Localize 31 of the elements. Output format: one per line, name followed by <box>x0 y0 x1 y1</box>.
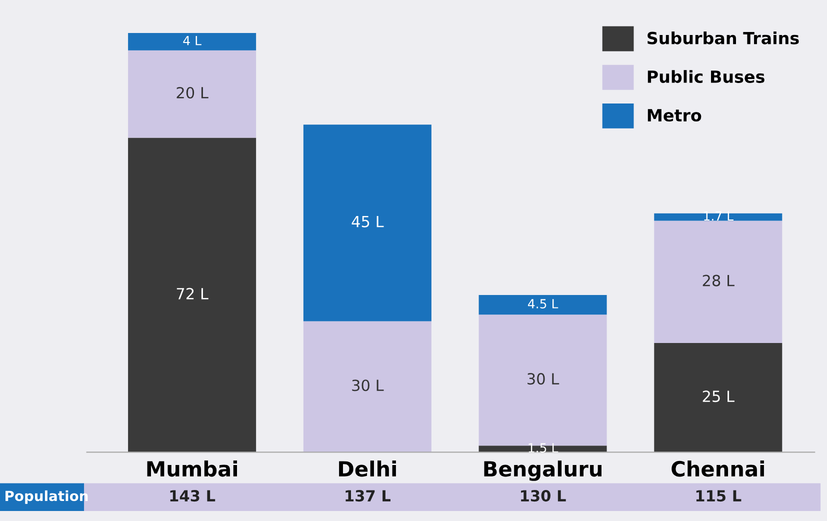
bar <box>303 321 432 452</box>
bar <box>303 124 432 322</box>
x-tick-label: Bengaluru <box>484 460 602 481</box>
data-label: 30 L <box>352 380 384 392</box>
bar <box>654 343 782 452</box>
legend-label: Suburban Trains <box>648 31 799 44</box>
bar <box>478 295 607 315</box>
x-tick-label: Delhi <box>339 460 396 477</box>
legend-label: Metro <box>648 109 702 122</box>
data-label: 30 L <box>528 373 560 385</box>
bar <box>128 50 256 138</box>
bar <box>654 220 782 344</box>
data-label: 25 L <box>702 390 734 402</box>
data-label: 4 L <box>183 36 202 46</box>
x-tick-label: Mumbai <box>147 460 237 477</box>
data-label: 72 L <box>176 288 208 300</box>
text: 130 L <box>521 490 566 502</box>
x-tick-label: Chennai <box>672 460 764 477</box>
legend-label: Public Buses <box>648 70 764 83</box>
bar <box>654 213 782 221</box>
data-label: 45 L <box>352 216 384 228</box>
data-label: 4.5 L <box>528 299 558 308</box>
text: 143 L <box>170 490 216 502</box>
data-label: 1.7 L <box>704 211 734 220</box>
data-label: 1.5 L <box>528 443 558 453</box>
data-label: 28 L <box>702 274 734 286</box>
data-label: 20 L <box>176 86 208 99</box>
bar <box>128 138 256 452</box>
text: 115 L <box>696 490 742 502</box>
text: 137 L <box>346 490 390 502</box>
bar <box>128 32 256 50</box>
